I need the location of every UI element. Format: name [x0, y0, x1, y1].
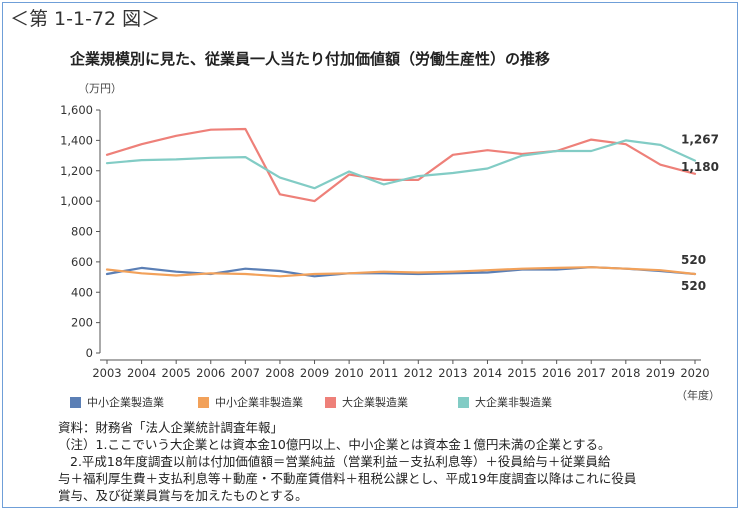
note-2-line-3: 賞与、及び従業員賞与を加えたものとする。: [58, 488, 308, 503]
y-tick-label: 1,000: [60, 194, 93, 208]
x-tick-label: 2020: [680, 366, 709, 380]
chart-legend: 中小企業製造業 中小企業非製造業 大企業製造業 大企業非製造業: [70, 394, 670, 410]
y-tick-label: 600: [71, 255, 93, 269]
y-axis-unit: （万円）: [78, 82, 122, 95]
source-note: 資料：財務省「法人企業統計調査年報」: [58, 420, 284, 435]
x-tick-label: 2018: [611, 366, 640, 380]
x-axis-unit: （年度）: [676, 388, 720, 402]
x-tick-label: 2014: [473, 366, 502, 380]
y-tick-label: 200: [71, 316, 93, 330]
note-2-line-2: 与＋福利厚生費＋支払利息等＋動産・不動産賃借料＋租税公課とし、平成19年度調査以…: [58, 471, 637, 486]
legend-item: 中小企業非製造業: [198, 394, 303, 410]
y-tick-label: 0: [86, 346, 93, 360]
x-tick-label: 2008: [265, 366, 294, 380]
legend-label: 中小企業製造業: [87, 396, 164, 409]
x-tick-label: 2003: [92, 366, 121, 380]
series-line-2: [105, 266, 697, 278]
end-value-label: 1,180: [681, 160, 719, 174]
x-tick-label: 2010: [334, 366, 363, 380]
legend-label: 中小企業非製造業: [215, 396, 303, 409]
x-tick-label: 2013: [438, 366, 467, 380]
x-tick-label: 2006: [196, 366, 225, 380]
y-tick-label: 1,600: [60, 103, 93, 117]
y-tick-label: 1,200: [60, 164, 93, 178]
x-tick-label: 2004: [127, 366, 156, 380]
series-line-3: [105, 127, 697, 203]
legend-swatch: [70, 396, 81, 408]
x-tick-label: 2009: [300, 366, 329, 380]
legend-label: 大企業非製造業: [475, 396, 552, 409]
y-tick-label: 1,400: [60, 133, 93, 147]
x-tick-label: 2005: [162, 366, 191, 380]
chart-title: 企業規模別に見た、従業員一人当たり付加価値額（労働生産性）の推移: [70, 50, 551, 68]
end-value-label: 520: [681, 279, 706, 293]
y-tick-label: 800: [71, 225, 93, 239]
legend-label: 大企業製造業: [342, 396, 408, 409]
x-tick-label: 2015: [507, 366, 536, 380]
figure-number: ＜第 1-1-72 図＞: [10, 8, 161, 30]
x-tick-label: 2019: [646, 366, 675, 380]
legend-swatch: [198, 396, 209, 408]
legend-swatch: [458, 396, 469, 408]
series-line-4: [105, 139, 697, 190]
legend-item: 大企業非製造業: [458, 394, 552, 410]
x-tick-label: 2007: [231, 366, 260, 380]
legend-swatch: [325, 396, 336, 408]
x-tick-label: 2012: [404, 366, 433, 380]
x-tick-label: 2016: [542, 366, 571, 380]
legend-item: 大企業製造業: [325, 394, 408, 410]
chart-notes: 資料：財務省「法人企業統計調査年報」 （注）1.ここでいう大企業とは資本金10億…: [58, 419, 728, 504]
x-tick-label: 2017: [577, 366, 606, 380]
note-1: （注）1.ここでいう大企業とは資本金10億円以上、中小企業とは資本金１億円未満の…: [58, 437, 611, 452]
y-tick-label: 400: [71, 285, 93, 299]
legend-item: 中小企業製造業: [70, 394, 164, 410]
end-value-label: 520: [681, 253, 706, 267]
note-2-line-1: 2.平成18年度調査以前は付加価値額＝営業純益（営業利益－支払利息等）＋役員給与…: [70, 454, 611, 469]
x-tick-label: 2011: [369, 366, 398, 380]
figure-frame: [2, 2, 738, 508]
end-value-label: 1,267: [681, 133, 719, 147]
